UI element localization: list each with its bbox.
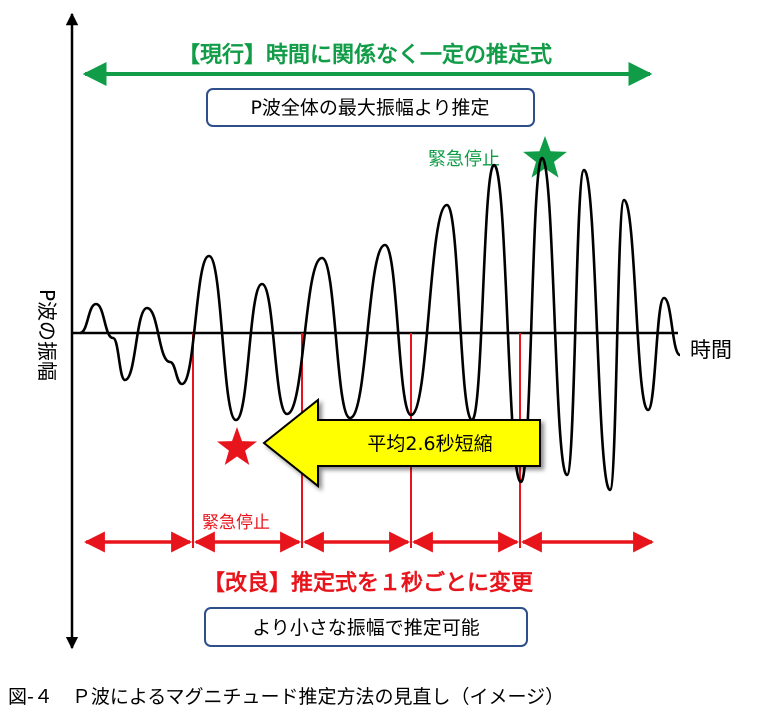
improved-stop-label: 緊急停止 (202, 513, 270, 533)
figure-caption: 図-４ Ｐ波によるマグニチュード推定方法の見直し（イメージ） (8, 686, 564, 708)
improved-stop-star-icon (217, 427, 257, 465)
improved-method-box: より小さな振幅で推定可能 (204, 607, 528, 647)
shortening-arrow: 平均2.6秒短縮 (262, 397, 541, 489)
y-axis-label: P波の振幅 (35, 289, 59, 381)
p-wave-waveform (79, 156, 682, 492)
shortening-arrow-text: 平均2.6秒短縮 (367, 433, 492, 455)
x-axis-label: 時間 (690, 338, 732, 362)
current-method-box: P波全体の最大振幅より推定 (206, 88, 535, 127)
improved-method-title: 【改良】推定式を１秒ごとに変更 (203, 570, 534, 596)
improved-method-box-text: より小さな振幅で推定可能 (252, 617, 480, 639)
current-method-box-text: P波全体の最大振幅より推定 (250, 97, 489, 119)
current-stop-star-icon (523, 136, 567, 178)
current-stop-label: 緊急停止 (428, 149, 500, 170)
current-method-title: 【現行】時間に関係なく一定の推定式 (178, 42, 552, 68)
